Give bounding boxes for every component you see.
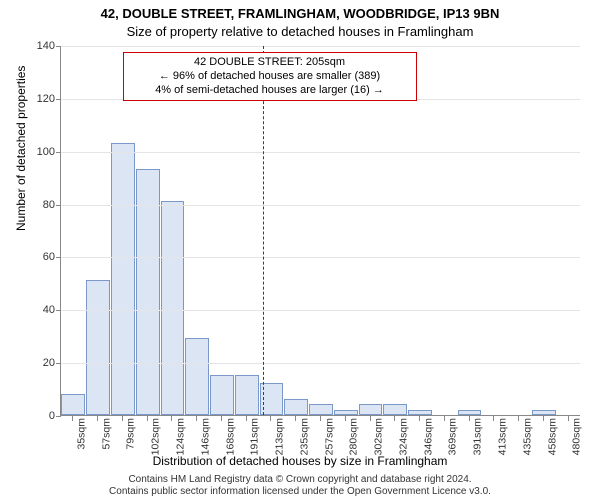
x-tick-label: 280sqm xyxy=(348,418,360,455)
y-tick-mark xyxy=(56,310,61,311)
bar xyxy=(383,404,407,415)
credit-text: Contains HM Land Registry data © Crown c… xyxy=(0,474,600,498)
annotation-box: 42 DOUBLE STREET: 205sqm ← 96% of detach… xyxy=(123,52,417,101)
chart-subtitle: Size of property relative to detached ho… xyxy=(0,24,600,39)
bar xyxy=(359,404,383,415)
x-tick-label: 435sqm xyxy=(521,418,533,455)
x-tick-label: 213sqm xyxy=(273,418,285,455)
x-tick-label: 79sqm xyxy=(125,418,137,450)
gridline xyxy=(61,152,580,153)
x-tick-label: 480sqm xyxy=(571,418,583,455)
x-tick-label: 57sqm xyxy=(100,418,112,450)
bar xyxy=(408,410,432,415)
x-tick-mark xyxy=(295,416,296,421)
y-tick-mark xyxy=(56,152,61,153)
y-tick-mark xyxy=(56,99,61,100)
x-tick-mark xyxy=(568,416,569,421)
x-tick-mark xyxy=(246,416,247,421)
y-tick-label: 20 xyxy=(21,357,55,369)
x-tick-mark xyxy=(221,416,222,421)
x-tick-mark xyxy=(320,416,321,421)
x-tick-label: 146sqm xyxy=(199,418,211,455)
x-tick-label: 302sqm xyxy=(373,418,385,455)
x-tick-label: 35sqm xyxy=(75,418,87,450)
x-tick-mark xyxy=(147,416,148,421)
x-tick-label: 324sqm xyxy=(397,418,409,455)
gridline xyxy=(61,205,580,206)
x-tick-label: 168sqm xyxy=(224,418,236,455)
x-tick-mark xyxy=(270,416,271,421)
y-tick-mark xyxy=(56,363,61,364)
x-tick-mark xyxy=(394,416,395,421)
bar xyxy=(61,394,85,415)
x-tick-label: 235sqm xyxy=(298,418,310,455)
bar xyxy=(532,410,556,415)
bar xyxy=(309,404,333,415)
x-tick-mark xyxy=(370,416,371,421)
x-tick-mark xyxy=(543,416,544,421)
y-tick-label: 60 xyxy=(21,251,55,263)
gridline xyxy=(61,46,580,47)
annotation-line-smaller: ← 96% of detached houses are smaller (38… xyxy=(130,70,410,84)
bar xyxy=(136,169,160,415)
bar xyxy=(210,375,234,415)
x-tick-mark xyxy=(97,416,98,421)
y-tick-mark xyxy=(56,257,61,258)
credit-line-2: Contains public sector information licen… xyxy=(0,486,600,498)
bar xyxy=(111,143,135,415)
x-tick-mark xyxy=(196,416,197,421)
x-tick-mark xyxy=(469,416,470,421)
x-tick-label: 458sqm xyxy=(546,418,558,455)
bar xyxy=(185,338,209,415)
x-tick-label: 369sqm xyxy=(447,418,459,455)
x-tick-mark xyxy=(518,416,519,421)
x-tick-mark xyxy=(419,416,420,421)
bar xyxy=(284,399,308,415)
x-tick-label: 124sqm xyxy=(174,418,186,455)
x-tick-label: 391sqm xyxy=(472,418,484,455)
gridline xyxy=(61,310,580,311)
x-tick-mark xyxy=(345,416,346,421)
x-tick-mark xyxy=(72,416,73,421)
x-tick-label: 191sqm xyxy=(249,418,261,455)
x-tick-mark xyxy=(122,416,123,421)
bar xyxy=(458,410,482,415)
y-tick-label: 40 xyxy=(21,304,55,316)
annotation-line-larger: 4% of semi-detached houses are larger (1… xyxy=(130,84,410,98)
bars-layer xyxy=(61,46,580,415)
property-marker-line xyxy=(263,46,264,415)
y-tick-mark xyxy=(56,46,61,47)
y-tick-label: 120 xyxy=(21,93,55,105)
bar xyxy=(235,375,259,415)
bar xyxy=(161,201,185,415)
y-tick-mark xyxy=(56,205,61,206)
bar xyxy=(334,410,358,415)
x-axis-label: Distribution of detached houses by size … xyxy=(0,454,600,468)
x-tick-label: 346sqm xyxy=(422,418,434,455)
y-tick-label: 140 xyxy=(21,40,55,52)
x-tick-label: 413sqm xyxy=(496,418,508,455)
chart-title-address: 42, DOUBLE STREET, FRAMLINGHAM, WOODBRID… xyxy=(0,6,600,21)
y-tick-label: 100 xyxy=(21,146,55,158)
gridline xyxy=(61,257,580,258)
x-tick-mark xyxy=(171,416,172,421)
gridline xyxy=(61,363,580,364)
annotation-title: 42 DOUBLE STREET: 205sqm xyxy=(130,56,410,70)
plot-area: 020406080100120140 42 DOUBLE STREET: 205… xyxy=(60,46,580,416)
x-tick-mark xyxy=(444,416,445,421)
bar xyxy=(86,280,110,415)
y-tick-label: 80 xyxy=(21,199,55,211)
x-tick-label: 257sqm xyxy=(323,418,335,455)
y-tick-label: 0 xyxy=(21,410,55,422)
x-tick-label: 102sqm xyxy=(150,418,162,455)
credit-line-1: Contains HM Land Registry data © Crown c… xyxy=(0,474,600,486)
x-tick-mark xyxy=(493,416,494,421)
